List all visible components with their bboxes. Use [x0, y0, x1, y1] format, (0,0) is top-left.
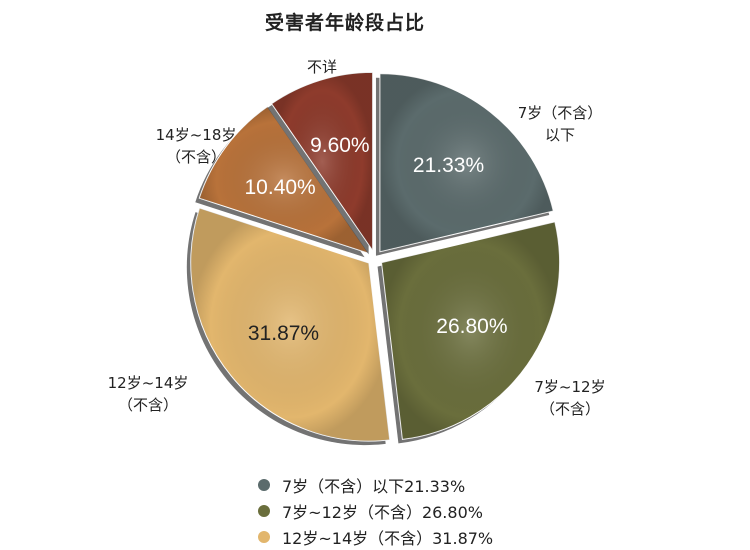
- slice-category-label-3: 14岁~18岁（不含）: [156, 126, 237, 166]
- legend-label-1: 7岁~12岁（不含）26.80%: [282, 503, 483, 522]
- legend-label-2: 12岁~14岁（不含）31.87%: [282, 529, 494, 548]
- chart-legend: 7岁（不含）以下21.33% 7岁~12岁（不含）26.80% 12岁~14岁（不含…: [258, 472, 493, 550]
- legend-label-0: 7岁（不含）以下21.33%: [282, 477, 466, 496]
- chart-title: 受害者年龄段占比: [264, 12, 425, 34]
- slice-value-label-2: 31.87%: [248, 322, 319, 345]
- legend-swatch-0: [258, 479, 270, 491]
- legend-item-2: 12岁~14岁（不含）31.87%: [258, 524, 493, 550]
- slice-category-label-2: 12岁~14岁（不含）: [108, 374, 189, 414]
- slice-category-label-0: 7岁（不含）以下: [518, 104, 603, 144]
- legend-item-1: 7岁~12岁（不含）26.80%: [258, 498, 493, 524]
- slice-value-label-0: 21.33%: [413, 154, 484, 177]
- legend-item-0: 7岁（不含）以下21.33%: [258, 472, 493, 498]
- slice-value-label-4: 9.60%: [310, 134, 370, 157]
- slice-category-label-4: 不详: [307, 58, 337, 76]
- slice-category-label-1: 7岁~12岁（不含）: [534, 378, 605, 418]
- slice-value-label-1: 26.80%: [436, 315, 507, 338]
- slice-value-label-3: 10.40%: [245, 176, 316, 199]
- legend-swatch-1: [258, 505, 270, 517]
- legend-swatch-2: [258, 531, 270, 543]
